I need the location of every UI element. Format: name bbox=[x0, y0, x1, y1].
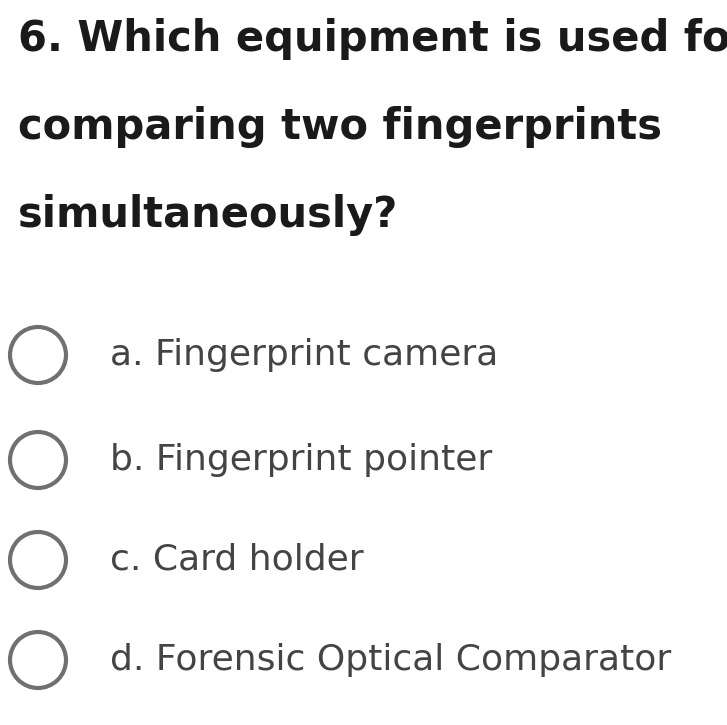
Text: d. Forensic Optical Comparator: d. Forensic Optical Comparator bbox=[110, 643, 671, 677]
Text: c. Card holder: c. Card holder bbox=[110, 543, 364, 577]
Circle shape bbox=[10, 327, 66, 383]
Text: 6. Which equipment is used for: 6. Which equipment is used for bbox=[18, 18, 727, 60]
Circle shape bbox=[10, 532, 66, 588]
Text: simultaneously?: simultaneously? bbox=[18, 194, 398, 236]
Text: a. Fingerprint camera: a. Fingerprint camera bbox=[110, 338, 498, 372]
Circle shape bbox=[10, 632, 66, 688]
Circle shape bbox=[10, 432, 66, 488]
Text: b. Fingerprint pointer: b. Fingerprint pointer bbox=[110, 443, 492, 477]
Text: comparing two fingerprints: comparing two fingerprints bbox=[18, 106, 662, 148]
